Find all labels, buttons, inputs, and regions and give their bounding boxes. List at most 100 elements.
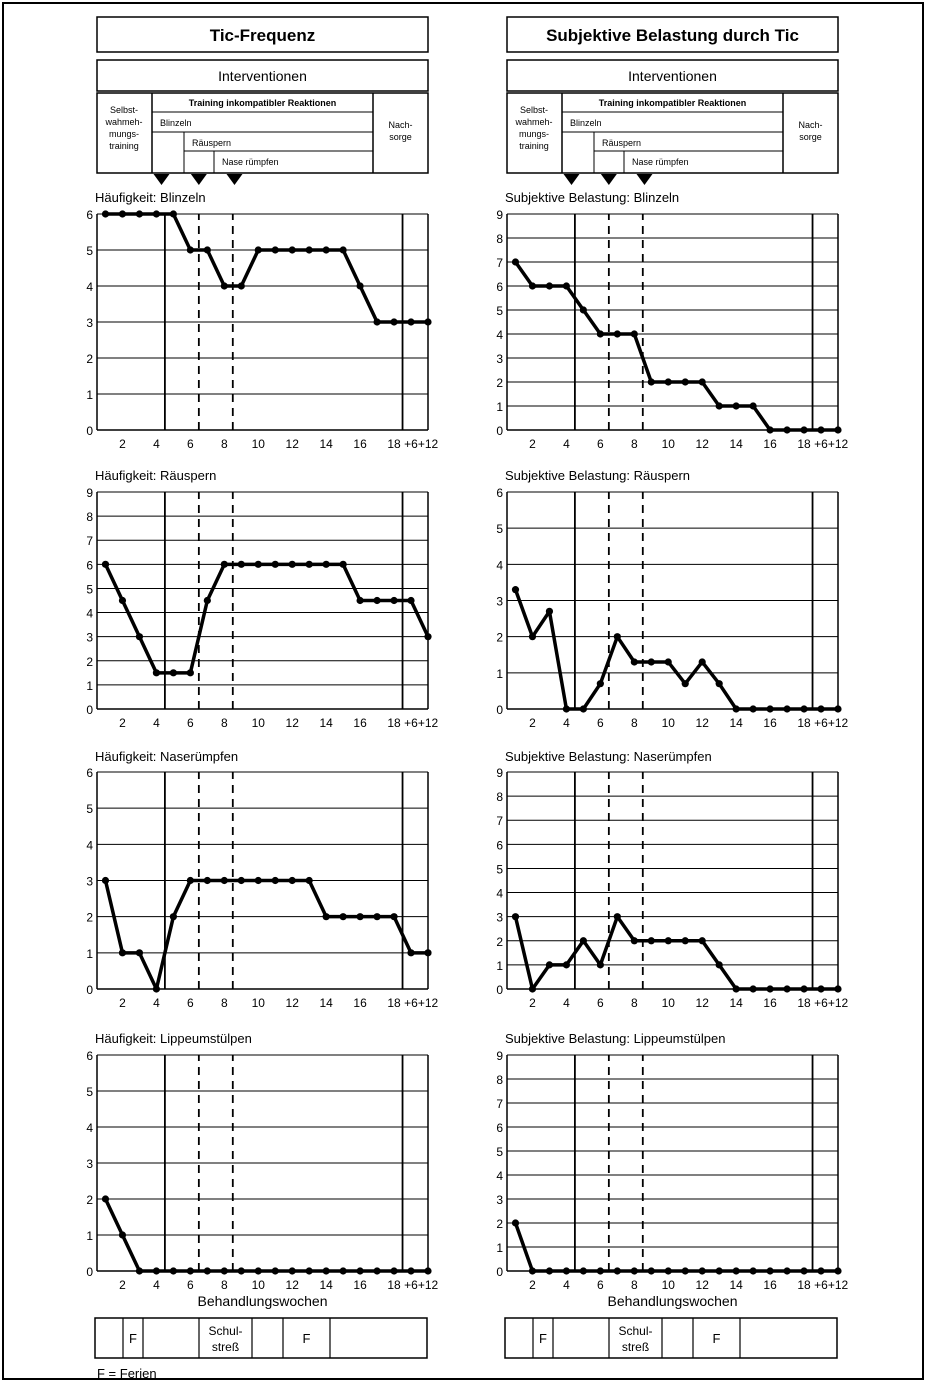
data-point bbox=[169, 210, 177, 218]
x-tick-label: 6 bbox=[187, 996, 194, 1010]
y-tick-label: 9 bbox=[496, 1049, 503, 1063]
data-point bbox=[322, 913, 330, 921]
y-tick-label: 0 bbox=[496, 703, 503, 717]
data-point bbox=[135, 633, 144, 641]
data-point bbox=[647, 1267, 655, 1275]
y-tick-label: 6 bbox=[86, 208, 93, 222]
data-point bbox=[135, 1267, 144, 1275]
y-tick-label: 8 bbox=[496, 232, 503, 246]
data-point bbox=[834, 426, 842, 434]
x-tick-label: 8 bbox=[631, 716, 638, 730]
data-point bbox=[664, 1267, 672, 1275]
y-tick-label: 8 bbox=[496, 1073, 503, 1087]
intervention-plan bbox=[96, 92, 429, 174]
x-tick-label: 12 bbox=[286, 437, 300, 451]
data-point bbox=[356, 913, 364, 921]
x-tick-label: 2 bbox=[529, 1278, 536, 1292]
x-tick-label: 2 bbox=[529, 996, 536, 1010]
x-tick-label: 2 bbox=[529, 437, 536, 451]
x-tick-label: 18 bbox=[797, 716, 811, 730]
x-tick-label: 16 bbox=[353, 437, 367, 451]
data-point bbox=[698, 378, 706, 386]
chart-title: Subjektive Belastung: Naserümpfen bbox=[505, 749, 712, 764]
series-line bbox=[513, 589, 838, 711]
data-point bbox=[800, 426, 808, 434]
y-tick-label: 9 bbox=[496, 208, 503, 222]
data-point bbox=[254, 1267, 262, 1275]
data-point bbox=[254, 876, 262, 885]
data-point bbox=[373, 1267, 381, 1275]
data-point bbox=[186, 669, 194, 677]
x-tick-label: +6 bbox=[404, 716, 418, 730]
data-point bbox=[715, 961, 723, 969]
data-point bbox=[288, 876, 296, 885]
y-tick-label: 4 bbox=[496, 558, 503, 572]
y-tick-label: 6 bbox=[86, 766, 93, 780]
data-point bbox=[698, 937, 706, 945]
data-point bbox=[339, 1267, 347, 1275]
data-point bbox=[630, 1267, 638, 1275]
data-point bbox=[305, 246, 313, 254]
x-tick-label: 12 bbox=[696, 996, 710, 1010]
data-point bbox=[817, 985, 825, 993]
data-point bbox=[220, 876, 228, 885]
x-tick-label: 18 bbox=[387, 1278, 401, 1292]
data-point bbox=[647, 658, 655, 666]
x-tick-label: 16 bbox=[763, 996, 777, 1010]
y-tick-label: 3 bbox=[86, 1157, 93, 1171]
data-point bbox=[373, 596, 381, 605]
data-point bbox=[562, 1267, 571, 1275]
intervention-plan bbox=[506, 92, 839, 174]
data-point bbox=[339, 913, 347, 921]
x-tick-label: 4 bbox=[153, 716, 160, 730]
data-point bbox=[305, 560, 313, 568]
intervention-arrow bbox=[563, 174, 580, 185]
column-title-box bbox=[96, 16, 429, 53]
y-tick-label: 5 bbox=[496, 1145, 503, 1159]
data-point bbox=[220, 282, 228, 290]
data-point bbox=[271, 246, 279, 254]
intervention-arrow bbox=[190, 174, 207, 185]
x-tick-label: 4 bbox=[563, 996, 570, 1010]
x-tick-label: 14 bbox=[319, 437, 333, 451]
data-point bbox=[203, 596, 211, 605]
incompatible-training-label: Training inkompatibler Reaktionen bbox=[599, 98, 747, 108]
data-point bbox=[424, 949, 432, 957]
data-point bbox=[732, 705, 740, 713]
data-point bbox=[579, 1267, 587, 1275]
data-point bbox=[579, 306, 587, 314]
chart-title: Häufigkeit: Blinzeln bbox=[95, 190, 206, 205]
data-point bbox=[390, 913, 398, 921]
x-tick-label: 10 bbox=[252, 716, 266, 730]
data-point bbox=[562, 282, 571, 290]
y-tick-label: 4 bbox=[86, 838, 93, 852]
data-point bbox=[237, 282, 245, 290]
aftercare-label: Nach-sorge bbox=[798, 120, 822, 142]
data-point bbox=[186, 876, 194, 885]
data-point bbox=[749, 402, 757, 410]
chart-title: Subjektive Belastung: Blinzeln bbox=[505, 190, 679, 205]
x-tick-label: 2 bbox=[119, 716, 126, 730]
y-tick-label: 4 bbox=[86, 280, 93, 294]
data-point bbox=[101, 560, 110, 568]
x-tick-label: 2 bbox=[119, 1278, 126, 1292]
x-tick-label: +6 bbox=[814, 996, 828, 1010]
x-tick-label: 18 bbox=[387, 716, 401, 730]
schedule-cell: Schul-streß bbox=[208, 1324, 242, 1354]
y-tick-label: 6 bbox=[86, 558, 93, 572]
data-point bbox=[356, 282, 364, 290]
column-title: Subjektive Belastung durch Tic bbox=[546, 26, 799, 45]
data-point bbox=[783, 1267, 791, 1275]
x-tick-label: 12 bbox=[286, 716, 300, 730]
y-tick-label: 3 bbox=[496, 911, 503, 925]
y-tick-label: 5 bbox=[496, 304, 503, 318]
x-tick-label: 8 bbox=[631, 1278, 638, 1292]
y-tick-label: 0 bbox=[496, 1265, 503, 1279]
x-tick-label: 12 bbox=[286, 996, 300, 1010]
y-tick-label: 2 bbox=[86, 352, 93, 366]
interventions-box bbox=[96, 59, 429, 92]
y-tick-label: 2 bbox=[86, 655, 93, 669]
schedule-table bbox=[94, 1317, 428, 1359]
x-tick-label: 16 bbox=[353, 716, 367, 730]
data-point bbox=[220, 1267, 228, 1275]
